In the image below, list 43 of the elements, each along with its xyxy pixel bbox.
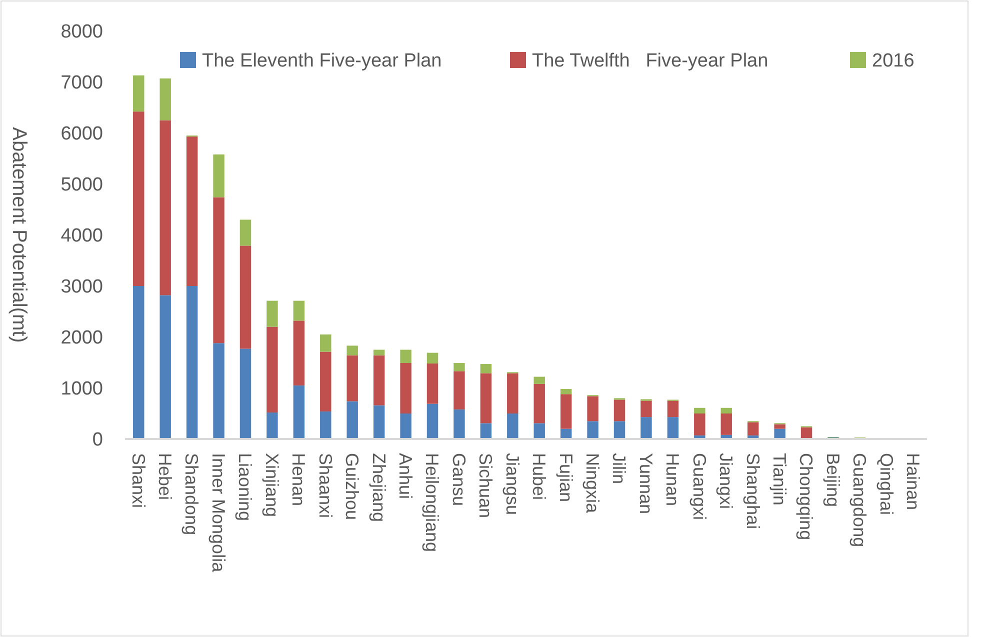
x-tick-label: Fujian [556, 453, 576, 502]
y-tick-label: 8000 [60, 22, 103, 43]
x-tick-label: Jiangxi [716, 453, 736, 510]
x-tick-label: Guangxi [689, 453, 710, 520]
x-tick-label: Guangdong [850, 453, 870, 548]
x-tick-label: Ningxia [582, 453, 602, 514]
x-tick-label: Tianjin [769, 453, 790, 506]
x-tick-label: Jiangsu [502, 453, 522, 516]
x-tick-label: Henan [288, 453, 309, 506]
x-tick-label: Hubei [529, 453, 550, 500]
x-tick-label: Shaanxi [315, 453, 336, 518]
y-tick-label: 6000 [60, 124, 103, 145]
x-tick-label: Hainan [903, 453, 924, 510]
x-tick-label: Liaoning [235, 453, 256, 522]
x-tick-label: Shanxi [128, 453, 148, 508]
x-tick-label: Qinghai [876, 453, 896, 516]
x-tick-label: Guizhou [342, 453, 362, 520]
x-tick-label: Shanghai [742, 453, 763, 530]
x-tick-label: Hunan [662, 453, 683, 506]
y-tick-label: 5000 [60, 174, 103, 196]
x-tick-label: Hebei [155, 453, 176, 500]
y-tick-label: 0 [92, 430, 103, 451]
x-tick-label: Gansu [448, 453, 469, 506]
y-axis-title: Abatement Potential(mt) [8, 127, 30, 343]
y-tick-label: 3000 [60, 276, 103, 298]
y-tick-label: 2000 [60, 328, 103, 349]
legend-label: The Twelfth Five-year Plan [532, 50, 768, 72]
x-tick-label: Jilin [609, 453, 630, 484]
x-tick-label: Heilongjiang [422, 453, 442, 552]
y-tick-label: 4000 [60, 226, 103, 247]
x-tick-label: Xinjiang [262, 453, 282, 518]
x-tick-label: Inner Mongolia [208, 453, 228, 574]
x-tick-label: Sichuan [476, 453, 496, 518]
x-tick-label: Chongqing [796, 453, 816, 540]
x-tick-label: Zhejiang [368, 453, 389, 522]
x-tick-label: Beijing [822, 453, 843, 508]
x-tick-label: Anhui [395, 453, 416, 500]
legend-label: The Eleventh Five-year Plan [202, 50, 442, 72]
y-tick-label: 7000 [60, 72, 103, 94]
x-tick-label: Yunnan [636, 453, 656, 514]
x-tick-label: Shandong [182, 453, 202, 536]
y-tick-label: 1000 [60, 378, 103, 400]
legend-label: 2016 [872, 50, 914, 72]
